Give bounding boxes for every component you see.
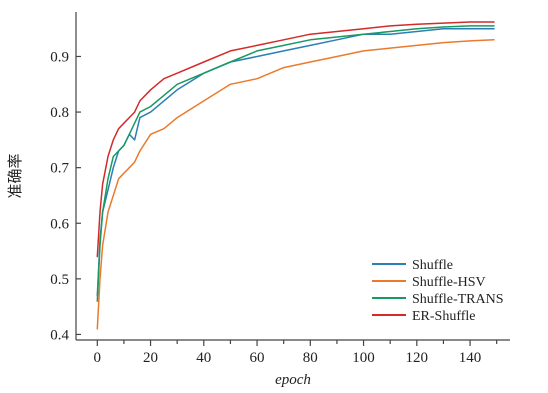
series-layer — [96, 21, 495, 330]
legend-label: Shuffle-TRANS — [412, 292, 504, 307]
x-tick-label: 20 — [143, 350, 158, 366]
x-tick-label: 0 — [94, 350, 102, 366]
legend-label: ER-Shuffle — [412, 309, 476, 324]
series-line-shuffle-hsv — [96, 39, 495, 330]
ticks-layer: 0.4 0.5 0.6 0.7 0.8 0.9 0 20 40 60 80 100 120 140 — [50, 49, 498, 366]
y-tick-label: 0.7 — [50, 161, 69, 177]
x-tick-label: 140 — [459, 350, 482, 366]
axes-layer — [75, 12, 510, 341]
x-tick-label: 40 — [196, 350, 211, 366]
x-tick-label: 60 — [250, 350, 265, 366]
y-tick-label: 0.4 — [50, 327, 69, 343]
y-axis-title: 准确率 — [7, 153, 24, 198]
x-tick-label: 80 — [303, 350, 318, 366]
y-tick-label: 0.5 — [50, 272, 69, 288]
series-line-er-shuffle — [96, 21, 495, 258]
series-line-shuffle — [96, 27, 495, 297]
y-tick-label: 0.9 — [50, 49, 69, 65]
x-axis-title: epoch — [275, 372, 311, 388]
series-line-shuffle-trans — [96, 25, 495, 302]
legend-label: Shuffle — [412, 258, 453, 273]
legend-label: Shuffle-HSV — [412, 275, 486, 290]
x-tick-label: 100 — [352, 350, 375, 366]
x-tick-label: 120 — [406, 350, 429, 366]
y-tick-label: 0.8 — [50, 105, 69, 121]
legend: Shuffle Shuffle-HSV Shuffle-TRANS ER-Shuffl… — [372, 258, 504, 324]
y-tick-label: 0.6 — [50, 216, 69, 232]
